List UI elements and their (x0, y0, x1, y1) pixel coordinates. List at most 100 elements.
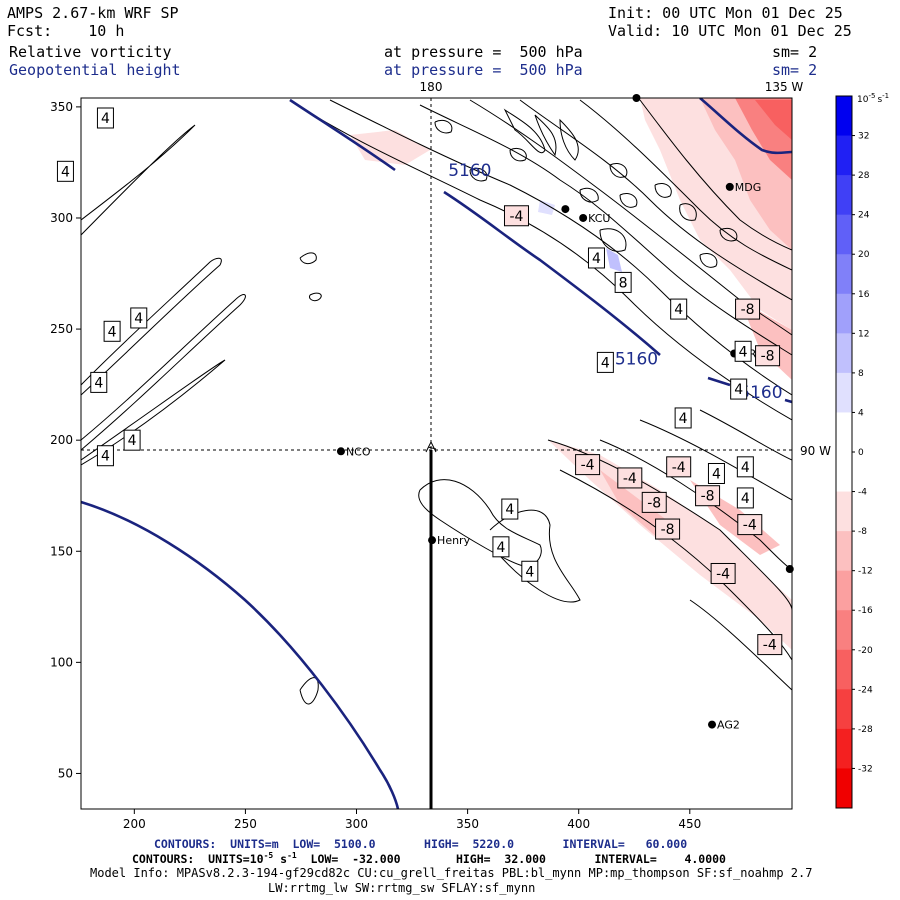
colorbar-tick-label: -20 (858, 646, 873, 656)
vort-label-box (96, 445, 114, 467)
colorbar-segment (836, 452, 852, 493)
vort-contour (489, 509, 581, 603)
y-tick-label: 300 (50, 211, 73, 225)
vort-contour-label: 4 (61, 164, 70, 180)
y-tick-label: 200 (50, 433, 73, 447)
footer-vort-interval: INTERVAL= 4.0000 (594, 851, 726, 866)
vort-contour-label: 4 (712, 466, 721, 482)
vort-label-box (614, 271, 632, 293)
colorbar: 32 28 24 20 16 12 8 4 0 -4 -8 -12 -16 -20 -24 -28 -32 (835, 95, 873, 809)
colorbar-unit-base: 10 (857, 95, 869, 105)
vort-label-box (755, 345, 781, 367)
vort-contour (639, 419, 792, 501)
field1-title: Relative vorticity (9, 43, 172, 61)
vort-label-box (736, 456, 754, 478)
vort-contour-label: 4 (674, 302, 683, 318)
footer-vort-exp: -5 (263, 851, 274, 860)
colorbar-tick-label: 8 (858, 369, 864, 379)
height-contour-ne (699, 98, 792, 155)
station-label: Henry (437, 534, 471, 547)
vort-contour-label: 4 (741, 491, 750, 507)
vort-contour (299, 677, 319, 705)
vort-contour-label: -8 (647, 495, 661, 511)
x-tick-label: 250 (234, 817, 257, 831)
vort-contour (503, 108, 546, 153)
vort-label-layer: 4 4 4 4 4 4 4 -4 4 8 4 -8 4 4 -8 4 4 -4 -4 -4 4 4 -8 4 -8 4 -4 -8 4 4… (56, 107, 783, 656)
vort-label-box (641, 491, 667, 513)
vort-label-box (670, 298, 688, 320)
vort-label-box (736, 487, 754, 509)
colorbar-segment (836, 649, 852, 690)
colorbar-tick-label: -4 (858, 488, 867, 498)
vort-contour (699, 409, 792, 461)
vort-label-box (730, 378, 748, 400)
footer-height-low: CONTOURS: UNITS=m LOW= 5100.0 (154, 837, 376, 851)
vort-contour (654, 182, 672, 198)
height-contour-layer (81, 98, 792, 809)
vort-contour-label: 4 (505, 502, 514, 518)
colorbar-tick-label: 16 (858, 290, 870, 300)
vort-contour-label: -8 (661, 522, 675, 538)
forecast-label-text: Fcst: (7, 22, 53, 40)
vort-contour (689, 599, 792, 691)
vort-label-box (90, 371, 108, 393)
colorbar-segment (836, 412, 852, 453)
lon-label-right: 90 W (800, 444, 831, 458)
plot-area (81, 98, 792, 809)
colorbar-segment (836, 491, 852, 532)
vort-label-box (735, 298, 761, 320)
height-contour-label: 5160 (448, 161, 491, 181)
station-layer: NCOHenryKCUMDGMRCAG2 (336, 94, 794, 732)
x-axis: 200 250 300 350 400 450 (123, 809, 701, 831)
colorbar-segment (836, 254, 852, 295)
footer-height-high: HIGH= 5220.0 (424, 837, 515, 851)
vort-contour (289, 99, 792, 421)
y-tick-label: 150 (50, 544, 73, 558)
height-contour-sw (81, 500, 400, 809)
colorbar-unit-exp: -5 (868, 92, 875, 100)
x-tick-label: 400 (567, 817, 590, 831)
colorbar-tick-label: -16 (858, 606, 873, 616)
colorbar-segment (836, 135, 852, 176)
vort-contour (679, 203, 697, 221)
vort-contour-label: 4 (679, 411, 688, 427)
vort-contour (579, 99, 792, 271)
height-contour-5160-a (289, 98, 396, 172)
vort-contour (299, 252, 317, 265)
vort-fill-pos-patch2 (538, 200, 555, 215)
vort-label-box (737, 514, 763, 536)
model-title: AMPS 2.67-km WRF SP (7, 4, 179, 22)
init-time: Init: 00 UTC Mon 01 Dec 25 (608, 4, 843, 22)
station-label: AG2 (717, 719, 740, 732)
x-tick-label: 350 (456, 817, 479, 831)
footer-vort-s: s (273, 851, 288, 866)
colorbar-segment (836, 293, 852, 334)
vort-fill-ne-darker (755, 100, 792, 140)
colorbar-tick-label: 28 (858, 171, 870, 181)
vort-contour-label: 4 (741, 460, 750, 476)
x-tick-label: 300 (345, 817, 368, 831)
vort-contour (719, 227, 738, 242)
vort-contour-label: -4 (716, 566, 730, 582)
vort-contour-label: 4 (128, 433, 137, 449)
station-marker (336, 447, 345, 456)
vort-label-box (587, 247, 605, 269)
vort-label-box (695, 485, 721, 507)
level1-label: at pressure = 500 hPa (384, 43, 583, 61)
colorbar-tick-label: 4 (858, 408, 864, 418)
forecast-label: Fcst: 10 h (7, 22, 124, 40)
footer-vort-exp2: -1 (287, 851, 297, 860)
y-axis: 50 100 150 200 250 300 350 (50, 100, 81, 780)
vorticity-contour-layer (81, 99, 792, 705)
x-tick-label: 200 (123, 817, 146, 831)
y-tick-label: 250 (50, 322, 73, 336)
vort-contour-label: -4 (581, 458, 595, 474)
vort-contour-label: 4 (734, 382, 743, 398)
colorbar-tick-label: 12 (858, 329, 869, 339)
station-marker (785, 565, 794, 574)
station-marker (428, 536, 437, 545)
colorbar-tick-label: 0 (858, 448, 864, 458)
forecast-hour: 10 h (88, 22, 125, 40)
vort-label-box (503, 205, 529, 227)
